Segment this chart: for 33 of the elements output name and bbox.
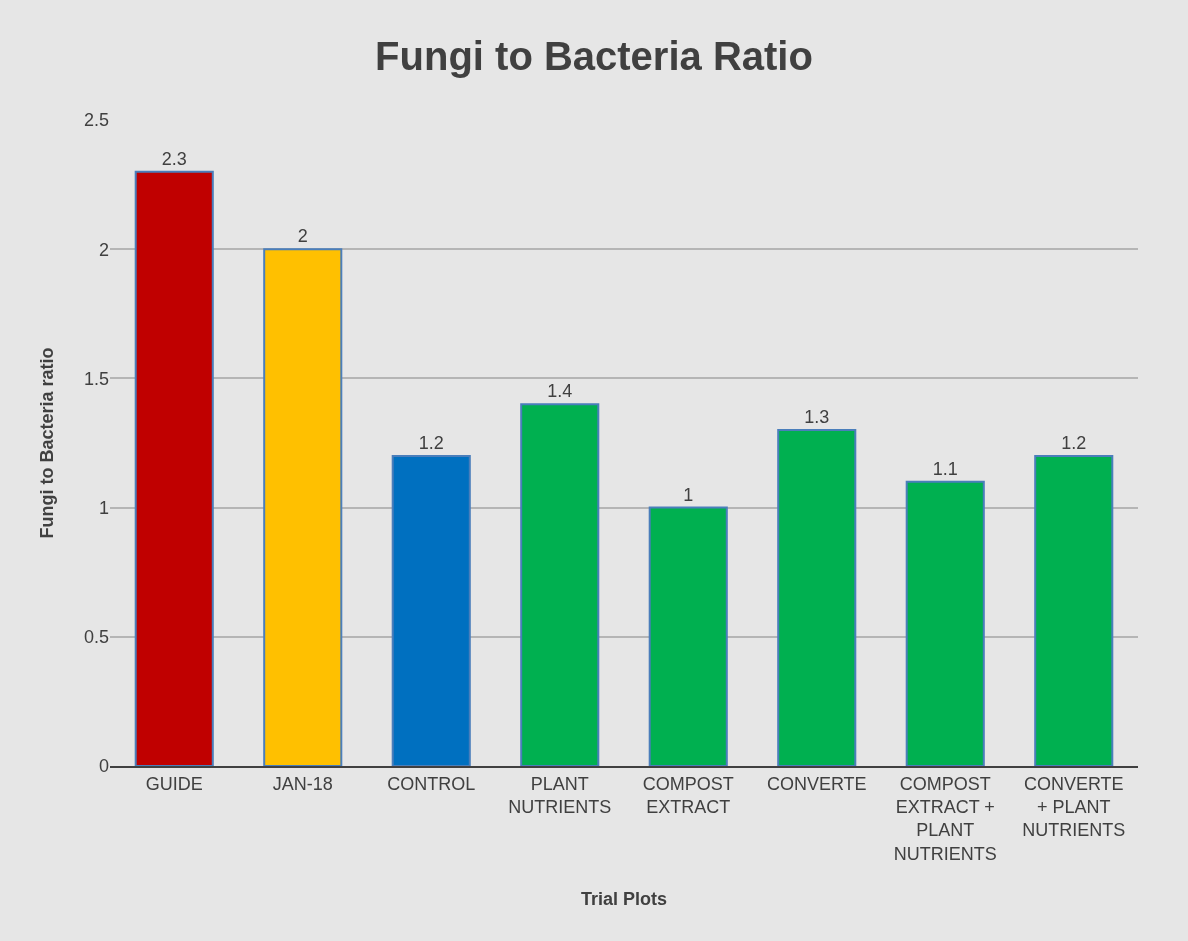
- data-label: 1.3: [804, 407, 830, 428]
- data-label: 2: [297, 226, 308, 247]
- y-tick-label: 0: [98, 756, 109, 777]
- chart-title: Fungi to Bacteria Ratio: [375, 34, 813, 79]
- x-tick-label: JAN-18: [272, 773, 333, 794]
- data-label: 1.2: [418, 432, 444, 453]
- bar: [1034, 454, 1114, 766]
- y-tick-label: 1: [98, 497, 109, 518]
- x-tick-label: CONTROL: [387, 773, 476, 794]
- x-tick-label: CONVERTE: [766, 773, 867, 794]
- data-label: 1: [683, 484, 694, 505]
- bar: [520, 403, 600, 766]
- x-tick-label: COMPOST EXTRACT: [642, 773, 734, 817]
- bar: [648, 506, 728, 766]
- y-tick-label: 0.5: [83, 627, 109, 648]
- x-axis-title: Trial Plots: [580, 889, 668, 910]
- bar: [263, 248, 343, 766]
- bar: [134, 170, 214, 766]
- y-tick-label: 2.5: [83, 110, 109, 131]
- y-tick-label: 2: [98, 239, 109, 260]
- y-axis-title: Fungi to Bacteria ratio: [37, 347, 58, 539]
- x-tick-label: PLANT NUTRIENTS: [508, 773, 612, 817]
- data-label: 1.1: [932, 458, 958, 479]
- data-label: 2.3: [161, 148, 187, 169]
- x-tick-label: COMPOST EXTRACT + PLANT NUTRIENTS: [893, 773, 997, 864]
- x-tick-label: GUIDE: [145, 773, 203, 794]
- y-tick-label: 1.5: [83, 368, 109, 389]
- bar: [777, 429, 857, 766]
- data-label: 1.4: [547, 381, 573, 402]
- x-tick-label: CONVERTE + PLANT NUTRIENTS: [1022, 773, 1126, 841]
- bar: [905, 480, 985, 766]
- bar: [391, 454, 471, 766]
- data-label: 1.2: [1061, 432, 1087, 453]
